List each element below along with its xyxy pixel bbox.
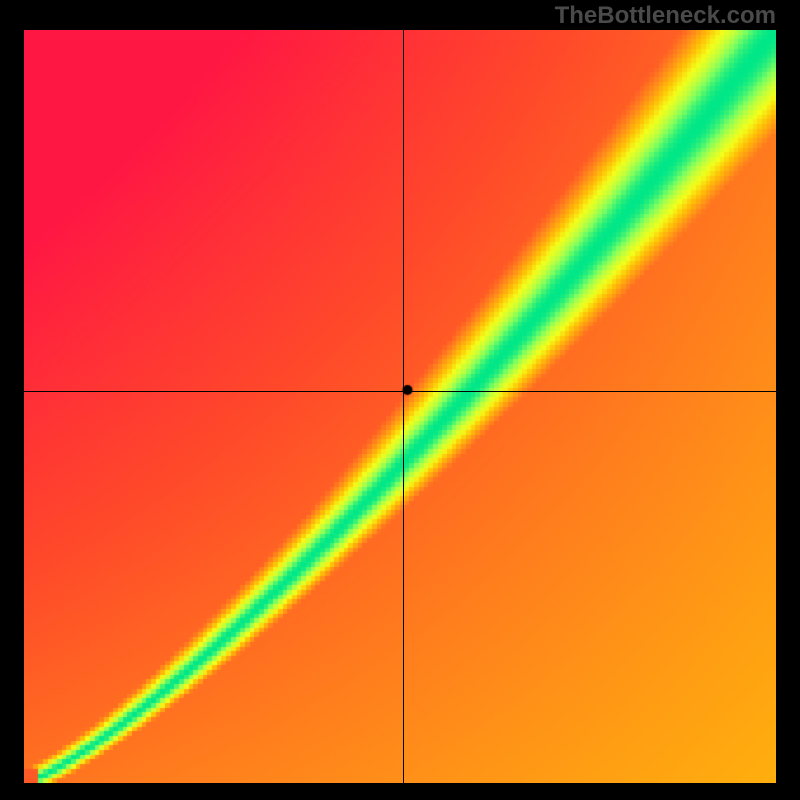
watermark-text: TheBottleneck.com [555, 2, 776, 30]
chart-container: TheBottleneck.com [0, 0, 800, 800]
crosshair-vertical [403, 30, 404, 783]
crosshair-horizontal [24, 391, 776, 392]
bottleneck-heatmap [24, 30, 776, 783]
